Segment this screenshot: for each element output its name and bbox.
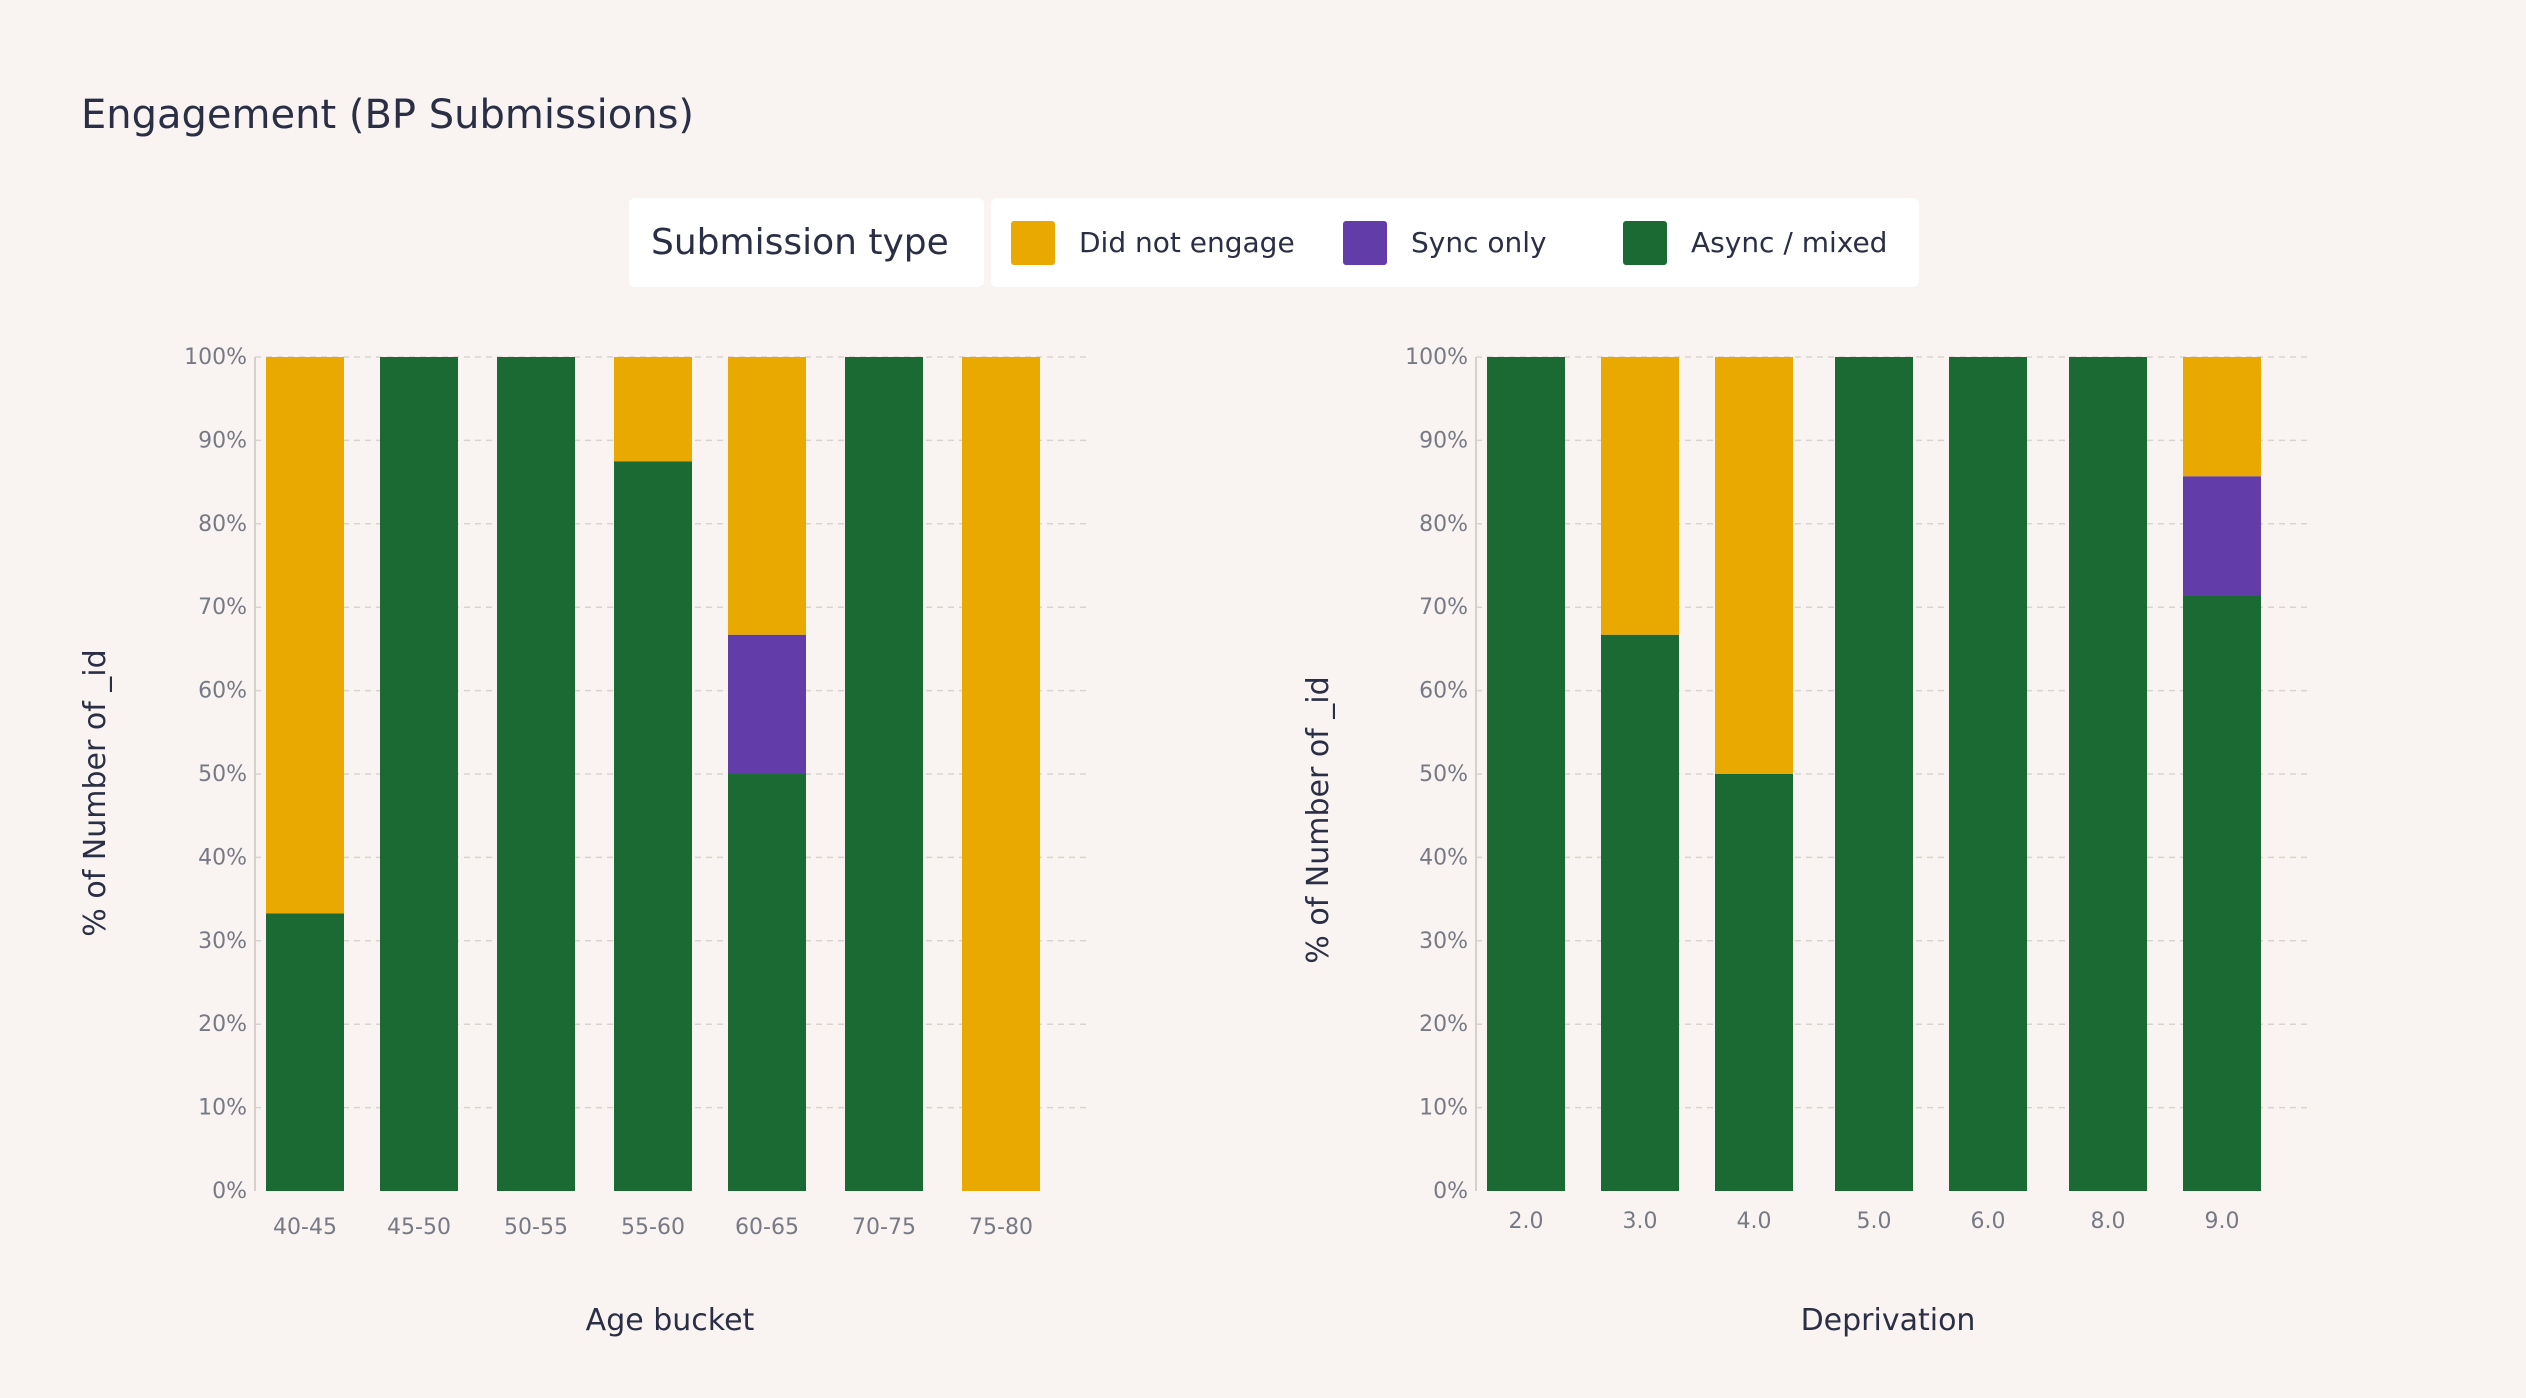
- y-tick-label: 30%: [198, 929, 247, 954]
- y-tick-label: 90%: [198, 428, 247, 453]
- bar-segment-async-mixed[interactable]: [845, 357, 923, 1191]
- x-tick-label: 60-65: [735, 1215, 799, 1240]
- y-tick-label: 40%: [1419, 845, 1468, 870]
- y-tick-label: 70%: [198, 595, 247, 620]
- y-tick-label: 30%: [1419, 929, 1468, 954]
- y-tick-label: 10%: [198, 1096, 247, 1121]
- legend-swatch-did-not-engage: [1011, 220, 1055, 265]
- bar-segment-did-not-engage[interactable]: [1715, 357, 1793, 774]
- bar-segment-async-mixed[interactable]: [1601, 634, 1679, 1191]
- y-tick-label: 50%: [1419, 762, 1468, 787]
- bar-segment-async-mixed[interactable]: [1835, 357, 1913, 1191]
- bar-segment-did-not-engage[interactable]: [2183, 357, 2261, 477]
- legend-item-sync-only[interactable]: Sync only: [1343, 198, 1547, 287]
- x-tick-label: 50-55: [504, 1215, 568, 1240]
- bar-segment-async-mixed[interactable]: [614, 461, 692, 1191]
- y-tick-label: 20%: [198, 1012, 247, 1037]
- legend-item-did-not-engage[interactable]: Did not engage: [1011, 198, 1295, 287]
- bar-segment-did-not-engage[interactable]: [962, 357, 1040, 1191]
- y-tick-label: 20%: [1419, 1012, 1468, 1037]
- bar-segment-async-mixed[interactable]: [2069, 357, 2147, 1191]
- y-tick-label: 100%: [184, 345, 247, 370]
- legend-title-text: Submission type: [651, 222, 949, 263]
- bar-segment-async-mixed[interactable]: [266, 913, 344, 1191]
- bar-segment-did-not-engage[interactable]: [266, 357, 344, 914]
- y-tick-label: 80%: [198, 512, 247, 537]
- y-tick-label: 40%: [198, 845, 247, 870]
- bar-segment-async-mixed[interactable]: [1949, 357, 2027, 1191]
- bar-segment-did-not-engage[interactable]: [1601, 357, 1679, 635]
- legend-item-async-mixed[interactable]: Async / mixed: [1623, 198, 1887, 287]
- y-tick-label: 60%: [1419, 679, 1468, 704]
- y-tick-label: 90%: [1419, 428, 1468, 453]
- x-tick-label: 75-80: [969, 1215, 1033, 1240]
- chart-1: 0% 10% 20% 30% 40% 50% 60% 70% 80% 90% 100% 40-45 45…: [78, 345, 1090, 1338]
- x-tick-label: 4.0: [1737, 1209, 1772, 1234]
- y-tick-label: 80%: [1419, 512, 1468, 537]
- x-tick-label: 2.0: [1509, 1209, 1544, 1234]
- x-tick-label: 9.0: [2205, 1209, 2240, 1234]
- x-tick-label: 6.0: [1971, 1209, 2006, 1234]
- page-title: Engagement (BP Submissions): [81, 92, 695, 138]
- x-tick-label: 70-75: [852, 1215, 916, 1240]
- chart-2: 0% 10% 20% 30% 40% 50% 60% 70% 80% 90% 100% 2.0 3.0 4…: [1301, 345, 2312, 1338]
- x-axis-title: Age bucket: [586, 1303, 755, 1338]
- bar-segment-did-not-engage[interactable]: [728, 357, 806, 635]
- y-tick-label: 60%: [198, 679, 247, 704]
- legend-label: Did not engage: [1079, 226, 1295, 259]
- bar-segment-sync-only[interactable]: [2183, 476, 2261, 596]
- y-tick-label: 0%: [1433, 1179, 1468, 1204]
- x-tick-label: 55-60: [621, 1215, 685, 1240]
- x-tick-label: 45-50: [387, 1215, 451, 1240]
- y-tick-label: 70%: [1419, 595, 1468, 620]
- bar-segment-did-not-engage[interactable]: [614, 357, 692, 462]
- bar-segment-async-mixed[interactable]: [1715, 774, 1793, 1191]
- x-tick-label: 40-45: [273, 1215, 337, 1240]
- x-tick-label: 5.0: [1857, 1209, 1892, 1234]
- bar-segment-async-mixed[interactable]: [497, 357, 575, 1191]
- bar-segment-async-mixed[interactable]: [1487, 357, 1565, 1191]
- legend-title: Submission type: [629, 198, 984, 287]
- bar-segment-async-mixed[interactable]: [380, 357, 458, 1191]
- y-axis-title: % of Number of _id: [78, 649, 113, 936]
- legend-label: Async / mixed: [1691, 226, 1888, 259]
- legend-swatch-async-mixed: [1623, 220, 1667, 265]
- bar-segment-async-mixed[interactable]: [2183, 595, 2261, 1191]
- legend-label: Sync only: [1411, 226, 1547, 259]
- y-tick-label: 0%: [212, 1179, 247, 1204]
- y-tick-label: 50%: [198, 762, 247, 787]
- y-axis-title: % of Number of _id: [1301, 676, 1336, 963]
- y-tick-label: 10%: [1419, 1096, 1468, 1121]
- x-tick-label: 3.0: [1623, 1209, 1658, 1234]
- legend: Did not engage Sync only Async / mixed: [991, 198, 1919, 287]
- y-tick-label: 100%: [1405, 345, 1468, 370]
- legend-swatch-sync-only: [1343, 220, 1387, 265]
- bar-segment-async-mixed[interactable]: [728, 774, 806, 1191]
- bar-segment-sync-only[interactable]: [728, 634, 806, 774]
- x-tick-label: 8.0: [2091, 1209, 2126, 1234]
- x-axis-title: Deprivation: [1801, 1303, 1976, 1338]
